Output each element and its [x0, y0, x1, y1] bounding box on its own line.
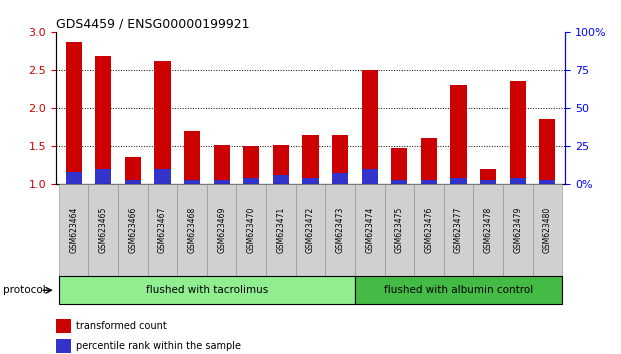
- Bar: [214, 179, 230, 184]
- Text: GSM623480: GSM623480: [543, 207, 552, 253]
- Text: GSM623470: GSM623470: [247, 207, 256, 253]
- Text: transformed count: transformed count: [76, 321, 166, 331]
- Bar: [95, 56, 111, 184]
- Bar: [450, 178, 466, 184]
- Text: GSM623467: GSM623467: [158, 207, 167, 253]
- Text: GSM623475: GSM623475: [395, 207, 404, 253]
- Bar: [125, 158, 141, 184]
- Text: GSM623473: GSM623473: [335, 207, 345, 253]
- Bar: [184, 131, 200, 184]
- Text: GSM623469: GSM623469: [217, 207, 226, 253]
- Bar: [302, 135, 319, 184]
- Bar: [184, 179, 200, 184]
- Bar: [125, 179, 141, 184]
- Bar: [273, 144, 289, 184]
- Text: GSM623474: GSM623474: [365, 207, 374, 253]
- Bar: [391, 148, 407, 184]
- Bar: [65, 42, 82, 184]
- Text: GSM623479: GSM623479: [513, 207, 522, 253]
- Text: protocol: protocol: [3, 285, 46, 295]
- Bar: [95, 169, 111, 184]
- Text: percentile rank within the sample: percentile rank within the sample: [76, 341, 241, 351]
- Text: GSM623478: GSM623478: [484, 207, 492, 253]
- Text: GSM623472: GSM623472: [306, 207, 315, 253]
- Bar: [155, 169, 171, 184]
- Text: GSM623468: GSM623468: [188, 207, 197, 253]
- Bar: [510, 81, 526, 184]
- Bar: [480, 179, 496, 184]
- Bar: [155, 61, 171, 184]
- Bar: [332, 135, 348, 184]
- Text: GSM623477: GSM623477: [454, 207, 463, 253]
- Text: GSM623465: GSM623465: [99, 207, 108, 253]
- Bar: [539, 179, 556, 184]
- Bar: [421, 179, 437, 184]
- Text: GSM623466: GSM623466: [129, 207, 137, 253]
- Bar: [480, 169, 496, 184]
- Bar: [302, 178, 319, 184]
- Bar: [65, 172, 82, 184]
- Bar: [510, 178, 526, 184]
- Bar: [421, 138, 437, 184]
- Bar: [273, 175, 289, 184]
- Text: flushed with tacrolimus: flushed with tacrolimus: [146, 285, 268, 295]
- Bar: [243, 146, 260, 184]
- Bar: [243, 178, 260, 184]
- Bar: [450, 85, 466, 184]
- Text: GSM623471: GSM623471: [276, 207, 286, 253]
- Bar: [214, 144, 230, 184]
- Text: GSM623464: GSM623464: [69, 207, 78, 253]
- Text: GDS4459 / ENSG00000199921: GDS4459 / ENSG00000199921: [56, 18, 250, 31]
- Bar: [361, 169, 378, 184]
- Text: GSM623476: GSM623476: [424, 207, 433, 253]
- Bar: [361, 70, 378, 184]
- Bar: [391, 179, 407, 184]
- Bar: [539, 119, 556, 184]
- Text: flushed with albumin control: flushed with albumin control: [384, 285, 533, 295]
- Bar: [332, 173, 348, 184]
